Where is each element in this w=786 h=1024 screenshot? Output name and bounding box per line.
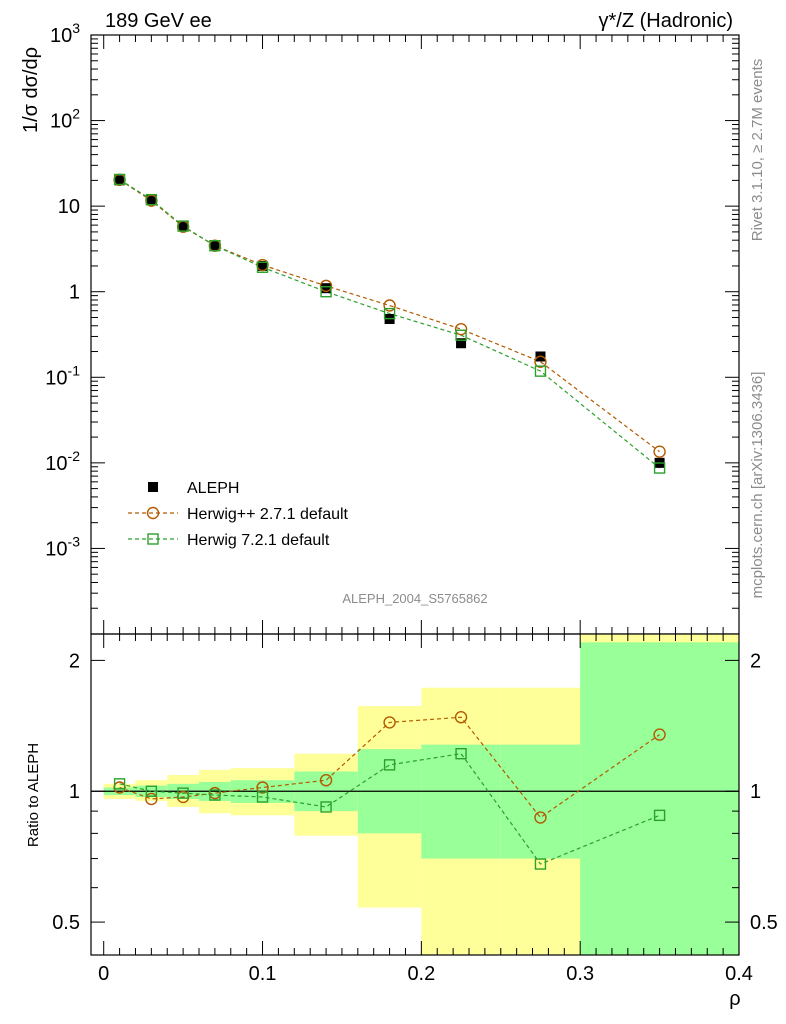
legend-entry: Herwig 7.2.1 default (187, 532, 330, 549)
ratio-data-point (383, 759, 396, 771)
analysis-id-label: ALEPH_2004_S5765862 (342, 591, 487, 606)
ratio-inner-band (421, 744, 501, 859)
ratio-y-tick-label-left: 2 (69, 650, 80, 672)
main-axes: 10-3 10-2 10-1 1 10 102 103 (45, 20, 740, 635)
main-data-point (145, 193, 158, 206)
legend-marker (148, 482, 158, 492)
ratio-y-tick-label-left: 1 (69, 781, 80, 803)
main-data-point (534, 355, 547, 368)
main-y-tick-label: 1 (69, 282, 80, 304)
main-y-tick-label: 10-1 (45, 362, 80, 389)
main-data-point (653, 462, 666, 474)
legend-marker (147, 533, 159, 545)
ratio-data-point (177, 787, 189, 799)
ratio-data-point (145, 792, 158, 806)
main-y-tick-label: 10 (58, 196, 80, 218)
main-y-axis-label: 1/σ dσ/dρ (20, 47, 42, 133)
ratio-y-tick-label-right: 2 (750, 650, 761, 672)
main-data-point (320, 286, 332, 298)
ratio-series (113, 711, 666, 870)
main-data-point (319, 279, 333, 293)
ratio-data-point (383, 716, 396, 729)
ratio-data-point (113, 778, 126, 790)
main-y-tick-label: 103 (50, 20, 80, 47)
x-tick-label: 0 (98, 963, 109, 985)
main-data-point (321, 283, 332, 294)
main-data-point (257, 260, 268, 271)
main-data-point (209, 239, 221, 252)
ratio-data-point (256, 781, 269, 794)
energy-label: 189 GeV ee (105, 10, 212, 32)
ratio-inner-band (500, 744, 581, 859)
ratio-y-tick-label-left: 0.5 (52, 912, 80, 934)
ratio-inner-band (580, 642, 739, 955)
ratio-data-point (209, 789, 221, 801)
ratio-data-point (454, 711, 468, 724)
main-data-point (178, 220, 189, 231)
x-tick-label: 0.1 (249, 963, 277, 985)
ratio-data-point (653, 809, 666, 822)
ratio-data-point (145, 785, 158, 797)
ratio-y-tick-label-right: 1 (750, 781, 761, 803)
main-data-point (383, 299, 396, 312)
main-data-point (113, 173, 126, 186)
ratio-data-point (455, 747, 467, 760)
x-tick-label: 0.3 (566, 963, 594, 985)
ratio-data-point (319, 774, 333, 787)
ratio-frame (90, 633, 740, 956)
rivet-label: Rivet 3.1.10, ≥ 2.7M events (749, 59, 766, 242)
ratio-bands (91, 634, 739, 955)
main-series-line (119, 178, 660, 469)
main-data-point (146, 194, 157, 205)
ratio-y-tick-label-right: 0.5 (750, 912, 778, 934)
ratio-data-point (534, 858, 547, 870)
main-y-tick-label: 10-3 (45, 533, 80, 560)
mcplots-label: mcplots.cern.ch [arXiv:1306.3436] (749, 372, 766, 599)
main-data-point (114, 175, 125, 186)
main-data-point (455, 329, 467, 341)
main-data-point (454, 322, 468, 336)
ratio-series-line (119, 716, 660, 819)
legend-marker (146, 506, 160, 520)
ratio-data-point (653, 728, 666, 741)
main-data-point (383, 307, 396, 320)
main-data-point (177, 220, 189, 232)
ratio-data-point (320, 801, 332, 813)
ratio-data-point (534, 811, 547, 824)
ratio-series-line (119, 753, 660, 865)
main-data-point (653, 445, 666, 458)
main-y-tick-label: 102 (50, 106, 80, 133)
x-tick-label: 0.4 (725, 963, 753, 985)
legend-entry: Herwig++ 2.7.1 default (187, 506, 349, 523)
main-series (113, 173, 666, 474)
ratio-axes: 0.5 0.5 1 1 2 2 0 0.1 0.2 0.3 0.4 (52, 633, 778, 985)
x-tick-label: 0.2 (407, 963, 435, 985)
main-series-line (119, 179, 660, 453)
main-data-point (456, 338, 467, 349)
main-y-tick-label: 10-2 (45, 448, 80, 475)
main-data-point (209, 240, 220, 251)
main-data-point (534, 365, 547, 377)
main-data-point (256, 261, 269, 273)
x-axis-label: ρ (729, 988, 740, 1010)
ratio-y-axis-label: Ratio to ALEPH (25, 743, 42, 847)
legend: ALEPH Herwig++ 2.7.1 default Herwig 7.2.1 … (128, 480, 349, 549)
ratio-data-point (256, 791, 269, 803)
legend-entry: ALEPH (187, 480, 239, 497)
process-label: γ*/Z (Hadronic) (599, 10, 733, 32)
